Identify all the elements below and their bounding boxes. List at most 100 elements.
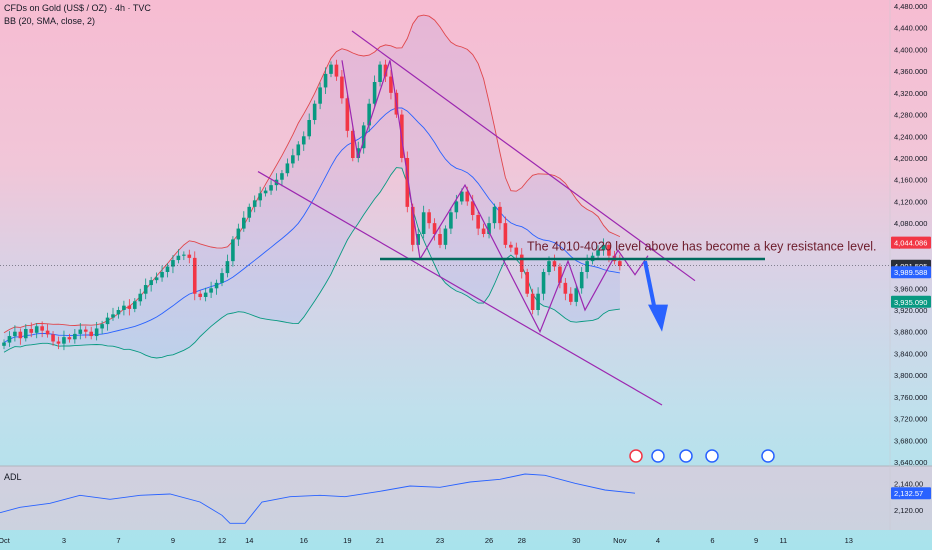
- candle-body: [51, 334, 55, 342]
- y-tick-label: 3,840.000: [894, 349, 927, 358]
- adl-value-tag-bg: [891, 487, 931, 500]
- x-tick-label: 14: [245, 536, 253, 545]
- candle-body: [78, 329, 83, 334]
- candle-body: [62, 337, 66, 344]
- candle-body: [509, 244, 513, 248]
- price-tag-bg: [891, 236, 931, 249]
- symbol-title[interactable]: CFDs on Gold (US$ / OZ) · 4h · TVC: [4, 3, 151, 13]
- event-flag-icon: [761, 449, 775, 463]
- candle-body: [209, 288, 213, 293]
- event-flag-icon: [651, 449, 665, 463]
- x-tick-label: 26: [485, 536, 493, 545]
- indicator-label[interactable]: BB (20, SMA, close, 2): [4, 16, 96, 26]
- x-tick-label: Nov: [613, 536, 627, 545]
- candle-body: [143, 285, 148, 294]
- candle-body: [149, 280, 153, 286]
- candle-body: [89, 331, 93, 337]
- candle-body: [269, 185, 273, 191]
- candle-body: [105, 317, 110, 325]
- candle-body: [541, 272, 546, 294]
- candle-body: [503, 223, 508, 245]
- candle-body: [2, 342, 6, 346]
- candle-body: [56, 341, 61, 344]
- y-tick-label: 3,640.000: [894, 458, 927, 467]
- candle-body: [94, 328, 99, 337]
- y-tick-label: 3,760.000: [894, 393, 927, 402]
- candle-body: [291, 155, 295, 164]
- candle-body: [470, 201, 475, 215]
- candle-body: [307, 120, 311, 137]
- candle-body: [351, 130, 355, 158]
- candle-body: [192, 257, 197, 294]
- adl-y-tick-label: 2,120.00: [894, 506, 923, 515]
- candle-body: [525, 272, 529, 294]
- price-tag-label: 3,989.588: [894, 268, 927, 277]
- candle-body: [416, 234, 420, 245]
- candle-body: [203, 292, 208, 297]
- y-tick-label: 4,440.000: [894, 24, 927, 33]
- candle-body: [340, 76, 344, 99]
- candle-body: [361, 125, 366, 149]
- candle-body: [100, 324, 104, 329]
- channel-lower-line: [257, 171, 663, 406]
- candle-body: [345, 98, 350, 131]
- candle-body: [410, 206, 415, 245]
- candle-body: [18, 331, 23, 339]
- x-tick-label: 16: [300, 536, 308, 545]
- price-tag-label: 4,044.086: [894, 239, 927, 248]
- candle-body: [378, 64, 382, 82]
- y-tick-label: 4,400.000: [894, 45, 927, 54]
- y-tick-label: 4,080.000: [894, 219, 927, 228]
- candle-body: [13, 331, 17, 337]
- candle-body: [367, 103, 371, 126]
- down-arrow-head: [648, 304, 668, 332]
- candle-body: [519, 254, 524, 272]
- candle-body: [356, 148, 361, 158]
- adl-label[interactable]: ADL: [4, 472, 22, 482]
- candle-body: [252, 200, 257, 207]
- x-tick-label: 28: [518, 536, 526, 545]
- x-tick-label: 19: [343, 536, 351, 545]
- y-tick-label: 4,480.000: [894, 2, 927, 11]
- y-tick-label: 3,920.000: [894, 306, 927, 315]
- candle-body: [601, 244, 606, 251]
- candle-body: [198, 293, 202, 297]
- candle-body: [596, 250, 600, 256]
- candle-body: [160, 272, 164, 278]
- bb-fill: [4, 15, 620, 358]
- y-tick-label: 4,320.000: [894, 89, 927, 98]
- adl-pane-bg: [0, 466, 932, 530]
- x-tick-label: 13: [845, 536, 853, 545]
- price-tag-label: 3,935.090: [894, 298, 927, 307]
- candle-body: [323, 73, 328, 88]
- candle-body: [421, 212, 426, 234]
- x-tick-label: 3: [62, 536, 66, 545]
- x-tick-label: 7: [116, 536, 120, 545]
- candle-body: [29, 329, 34, 333]
- candle-body: [296, 144, 301, 156]
- candle-body: [111, 314, 115, 318]
- x-tick-label: 4: [656, 536, 660, 545]
- event-flash-icon: [629, 449, 643, 463]
- adl-value-tag-label: 2,132.57: [894, 489, 923, 498]
- x-tick-label: 12: [218, 536, 226, 545]
- candle-body: [280, 173, 284, 180]
- candle-body: [492, 206, 497, 224]
- candle-body: [476, 215, 480, 229]
- candle-body: [242, 217, 246, 229]
- candle-body: [127, 305, 132, 309]
- event-flag-icon: [705, 449, 719, 463]
- candle-body: [449, 212, 453, 229]
- candle-body: [438, 234, 442, 245]
- y-tick-label: 4,120.000: [894, 197, 927, 206]
- candle-body: [133, 301, 137, 309]
- candle-body: [67, 337, 72, 340]
- candle-body: [318, 87, 322, 104]
- candle-body: [514, 247, 519, 255]
- x-tick-label: 9: [171, 536, 175, 545]
- y-tick-label: 3,720.000: [894, 415, 927, 424]
- candle-body: [574, 288, 579, 302]
- candle-body: [116, 310, 121, 315]
- candle-body: [579, 272, 584, 289]
